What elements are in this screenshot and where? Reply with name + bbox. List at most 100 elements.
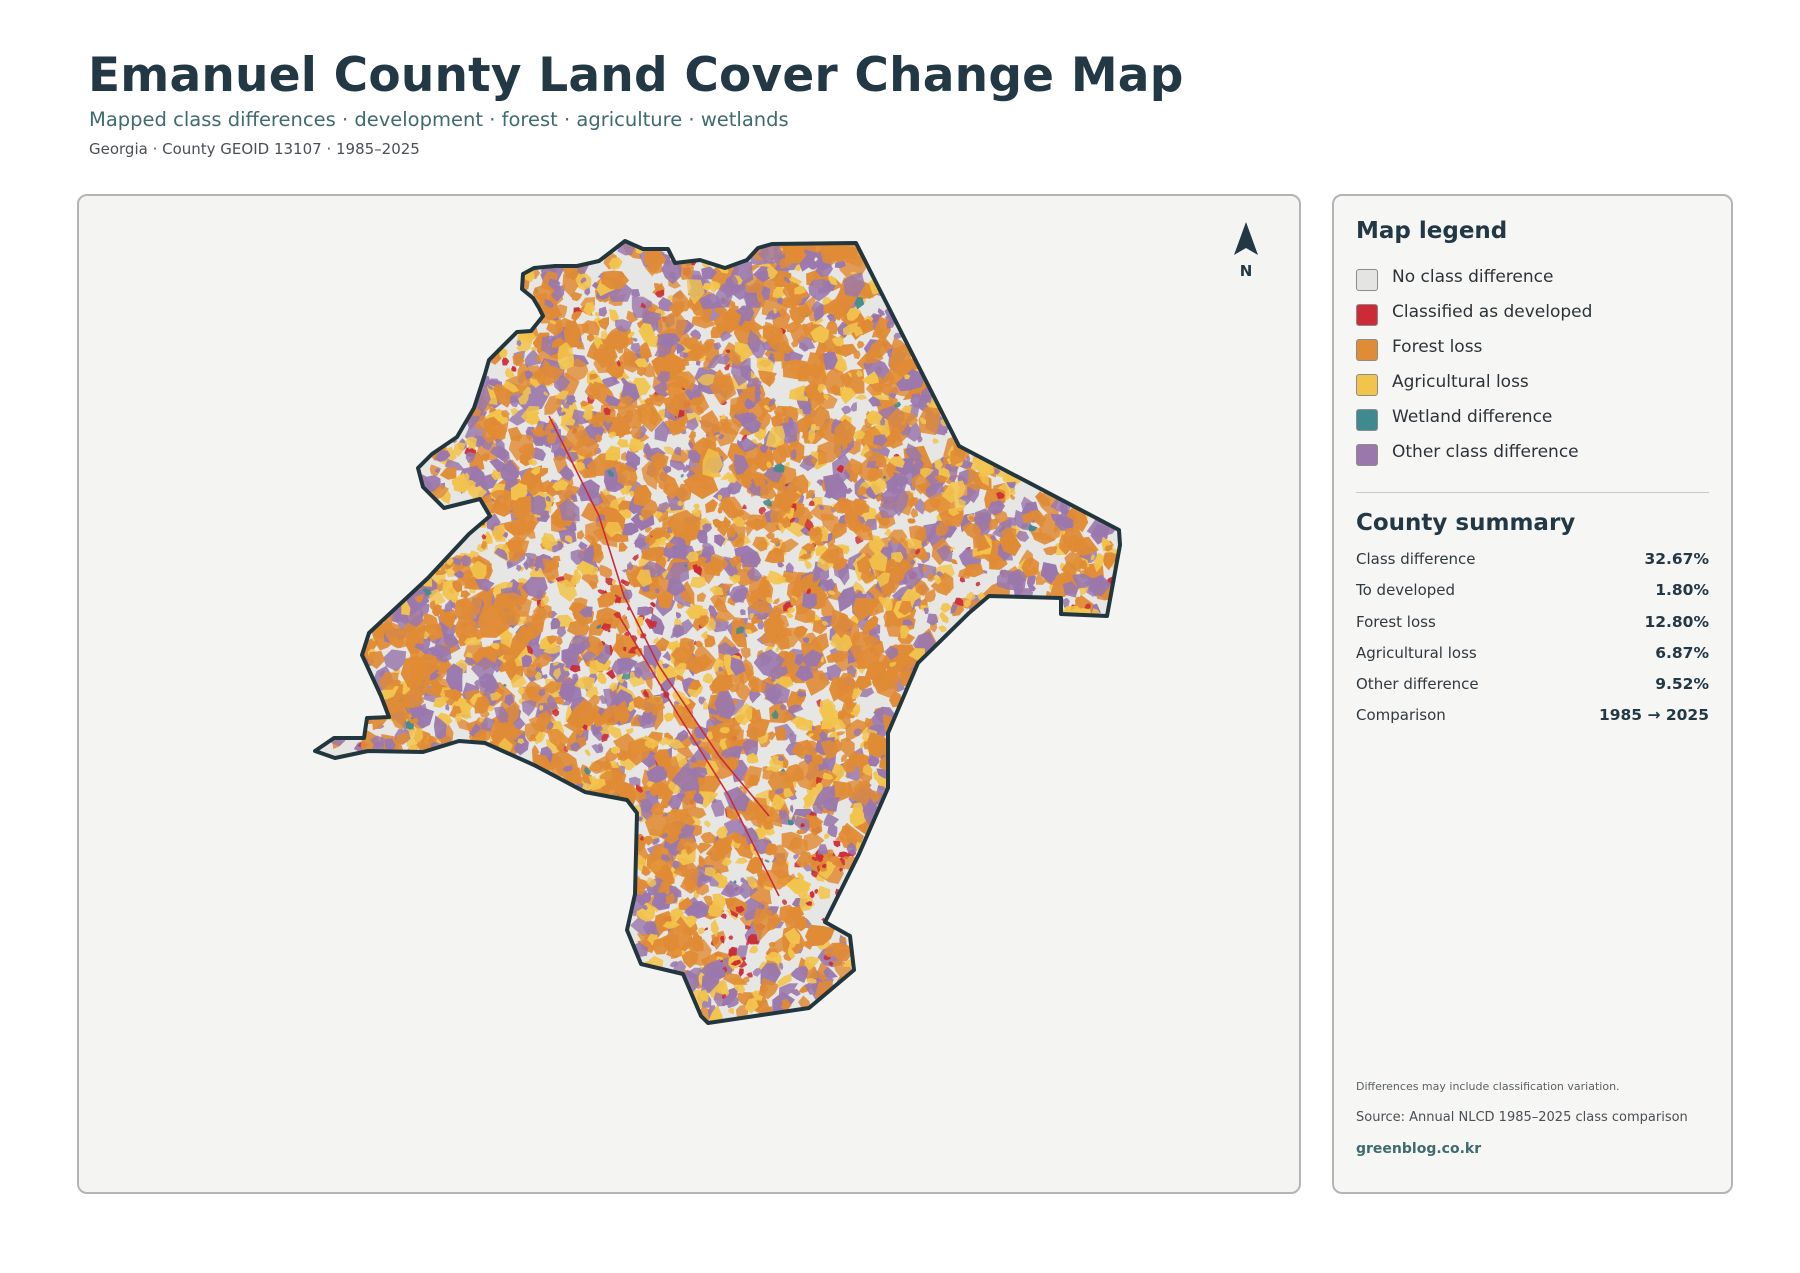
stat-label: Agricultural loss	[1356, 643, 1477, 662]
panel-divider	[1356, 492, 1709, 493]
change-patch-agricultural-loss	[517, 686, 525, 696]
change-patch-other-difference	[617, 657, 638, 671]
change-patch-forest-loss	[641, 460, 659, 490]
change-patch-developed	[833, 840, 841, 848]
change-patch-other-difference	[769, 352, 775, 361]
change-patch-agricultural-loss	[836, 354, 848, 372]
change-patch-forest-loss	[570, 291, 583, 302]
map-panel[interactable]	[77, 194, 1301, 1194]
summary-table: Class difference 32.67% To developed 1.8…	[1356, 550, 1709, 738]
change-patch-forest-loss	[439, 467, 457, 480]
change-patch-agricultural-loss	[697, 355, 707, 362]
change-patch-agricultural-loss	[627, 671, 646, 688]
footer-note: Differences may include classification v…	[1356, 1080, 1620, 1093]
site-link[interactable]: greenblog.co.kr	[1356, 1141, 1482, 1157]
change-patch-forest-loss	[525, 528, 536, 539]
change-patch-other-difference	[487, 378, 501, 386]
change-patch-forest-loss	[685, 806, 707, 819]
change-patch-agricultural-loss	[939, 611, 949, 624]
change-patch-forest-loss	[617, 750, 630, 761]
stat-label: To developed	[1356, 581, 1456, 600]
change-patch-developed	[746, 972, 753, 978]
change-patch-agricultural-loss	[634, 616, 644, 629]
change-patch-forest-loss	[846, 836, 858, 845]
legend-swatch-wetland	[1356, 409, 1378, 431]
change-patch-agricultural-loss	[712, 893, 728, 909]
change-patch-agricultural-loss	[608, 257, 623, 270]
change-patch-forest-loss	[780, 515, 792, 529]
change-patch-agricultural-loss	[581, 782, 592, 792]
change-patch-other-difference	[718, 666, 724, 672]
change-patch-other-difference	[649, 613, 665, 636]
change-patch-other-difference	[877, 307, 885, 317]
change-patch-forest-loss	[526, 680, 544, 703]
north-arrow: N	[1228, 222, 1264, 280]
change-patch-agricultural-loss	[530, 346, 538, 351]
change-patch-agricultural-loss	[540, 595, 550, 608]
stat-value: 9.52%	[1655, 675, 1709, 694]
legend-swatch-other	[1356, 444, 1378, 466]
change-patch-other-difference	[676, 611, 682, 619]
change-patch-other-difference	[524, 349, 542, 368]
change-patch-developed	[782, 899, 788, 906]
change-patch-forest-loss	[566, 620, 591, 636]
north-label: N	[1239, 262, 1253, 280]
legend-swatch-none	[1356, 269, 1378, 291]
change-patch-forest-loss	[554, 696, 565, 705]
change-patch-forest-loss	[480, 453, 490, 462]
legend-swatch-forest-loss	[1356, 339, 1378, 361]
change-patch-agricultural-loss	[937, 625, 947, 633]
summary-row-agricultural-loss: Agricultural loss 6.87%	[1356, 644, 1709, 675]
change-patch-other-difference	[702, 543, 714, 550]
change-patch-agricultural-loss	[510, 407, 519, 417]
change-patch-agricultural-loss	[482, 531, 493, 544]
change-patch-agricultural-loss	[462, 711, 472, 720]
change-patch-agricultural-loss	[453, 442, 466, 457]
map-subtitle: Mapped class differences · development ·…	[89, 108, 789, 131]
change-patch-other-difference	[515, 564, 522, 572]
change-patch-forest-loss	[595, 607, 621, 629]
change-patch-other-difference	[567, 451, 579, 464]
change-patch-other-difference	[853, 728, 863, 736]
change-patch-forest-loss	[696, 592, 707, 602]
change-patch-other-difference	[523, 561, 529, 571]
change-patch-other-difference	[497, 459, 521, 482]
change-patch-other-difference	[739, 608, 746, 616]
change-patch-other-difference	[718, 433, 725, 440]
legend-label: Wetland difference	[1392, 407, 1553, 427]
change-patch-other-difference	[1020, 523, 1029, 529]
change-patch-agricultural-loss	[685, 603, 703, 620]
change-patch-agricultural-loss	[504, 367, 516, 379]
change-patch-developed	[738, 968, 744, 977]
change-patch-wetland	[772, 462, 785, 473]
change-patch-forest-loss	[711, 930, 726, 950]
change-patch-agricultural-loss	[535, 731, 546, 742]
change-patch-forest-loss	[735, 536, 745, 548]
change-patch-other-difference	[925, 482, 944, 501]
change-patch-forest-loss	[696, 842, 713, 854]
change-patch-agricultural-loss	[597, 671, 607, 685]
change-patch-other-difference	[615, 319, 633, 333]
change-patch-agricultural-loss	[573, 568, 580, 575]
stat-value: 32.67%	[1644, 550, 1709, 568]
change-patch-forest-loss	[673, 866, 692, 879]
change-patch-other-difference	[626, 561, 634, 570]
change-patch-developed	[632, 554, 639, 562]
change-patch-forest-loss	[571, 311, 583, 322]
summary-row-other-difference: Other difference 9.52%	[1356, 675, 1709, 706]
change-patch-developed	[649, 601, 656, 608]
change-patch-other-difference	[698, 696, 706, 705]
change-patch-forest-loss	[626, 310, 639, 323]
change-patch-forest-loss	[723, 516, 731, 529]
county-map[interactable]	[79, 196, 1301, 1194]
change-patch-forest-loss	[713, 305, 729, 316]
map-meta: Georgia · County GEOID 13107 · 1985–2025	[89, 140, 420, 158]
change-patch-other-difference	[850, 401, 857, 412]
change-patch-forest-loss	[1053, 525, 1058, 534]
change-patch-other-difference	[841, 405, 853, 415]
change-patch-other-difference	[802, 637, 810, 644]
stat-label: Other difference	[1356, 675, 1479, 694]
legend-swatch-developed	[1356, 304, 1378, 326]
stat-value: 1985 → 2025	[1598, 706, 1709, 725]
change-patch-agricultural-loss	[645, 877, 657, 888]
